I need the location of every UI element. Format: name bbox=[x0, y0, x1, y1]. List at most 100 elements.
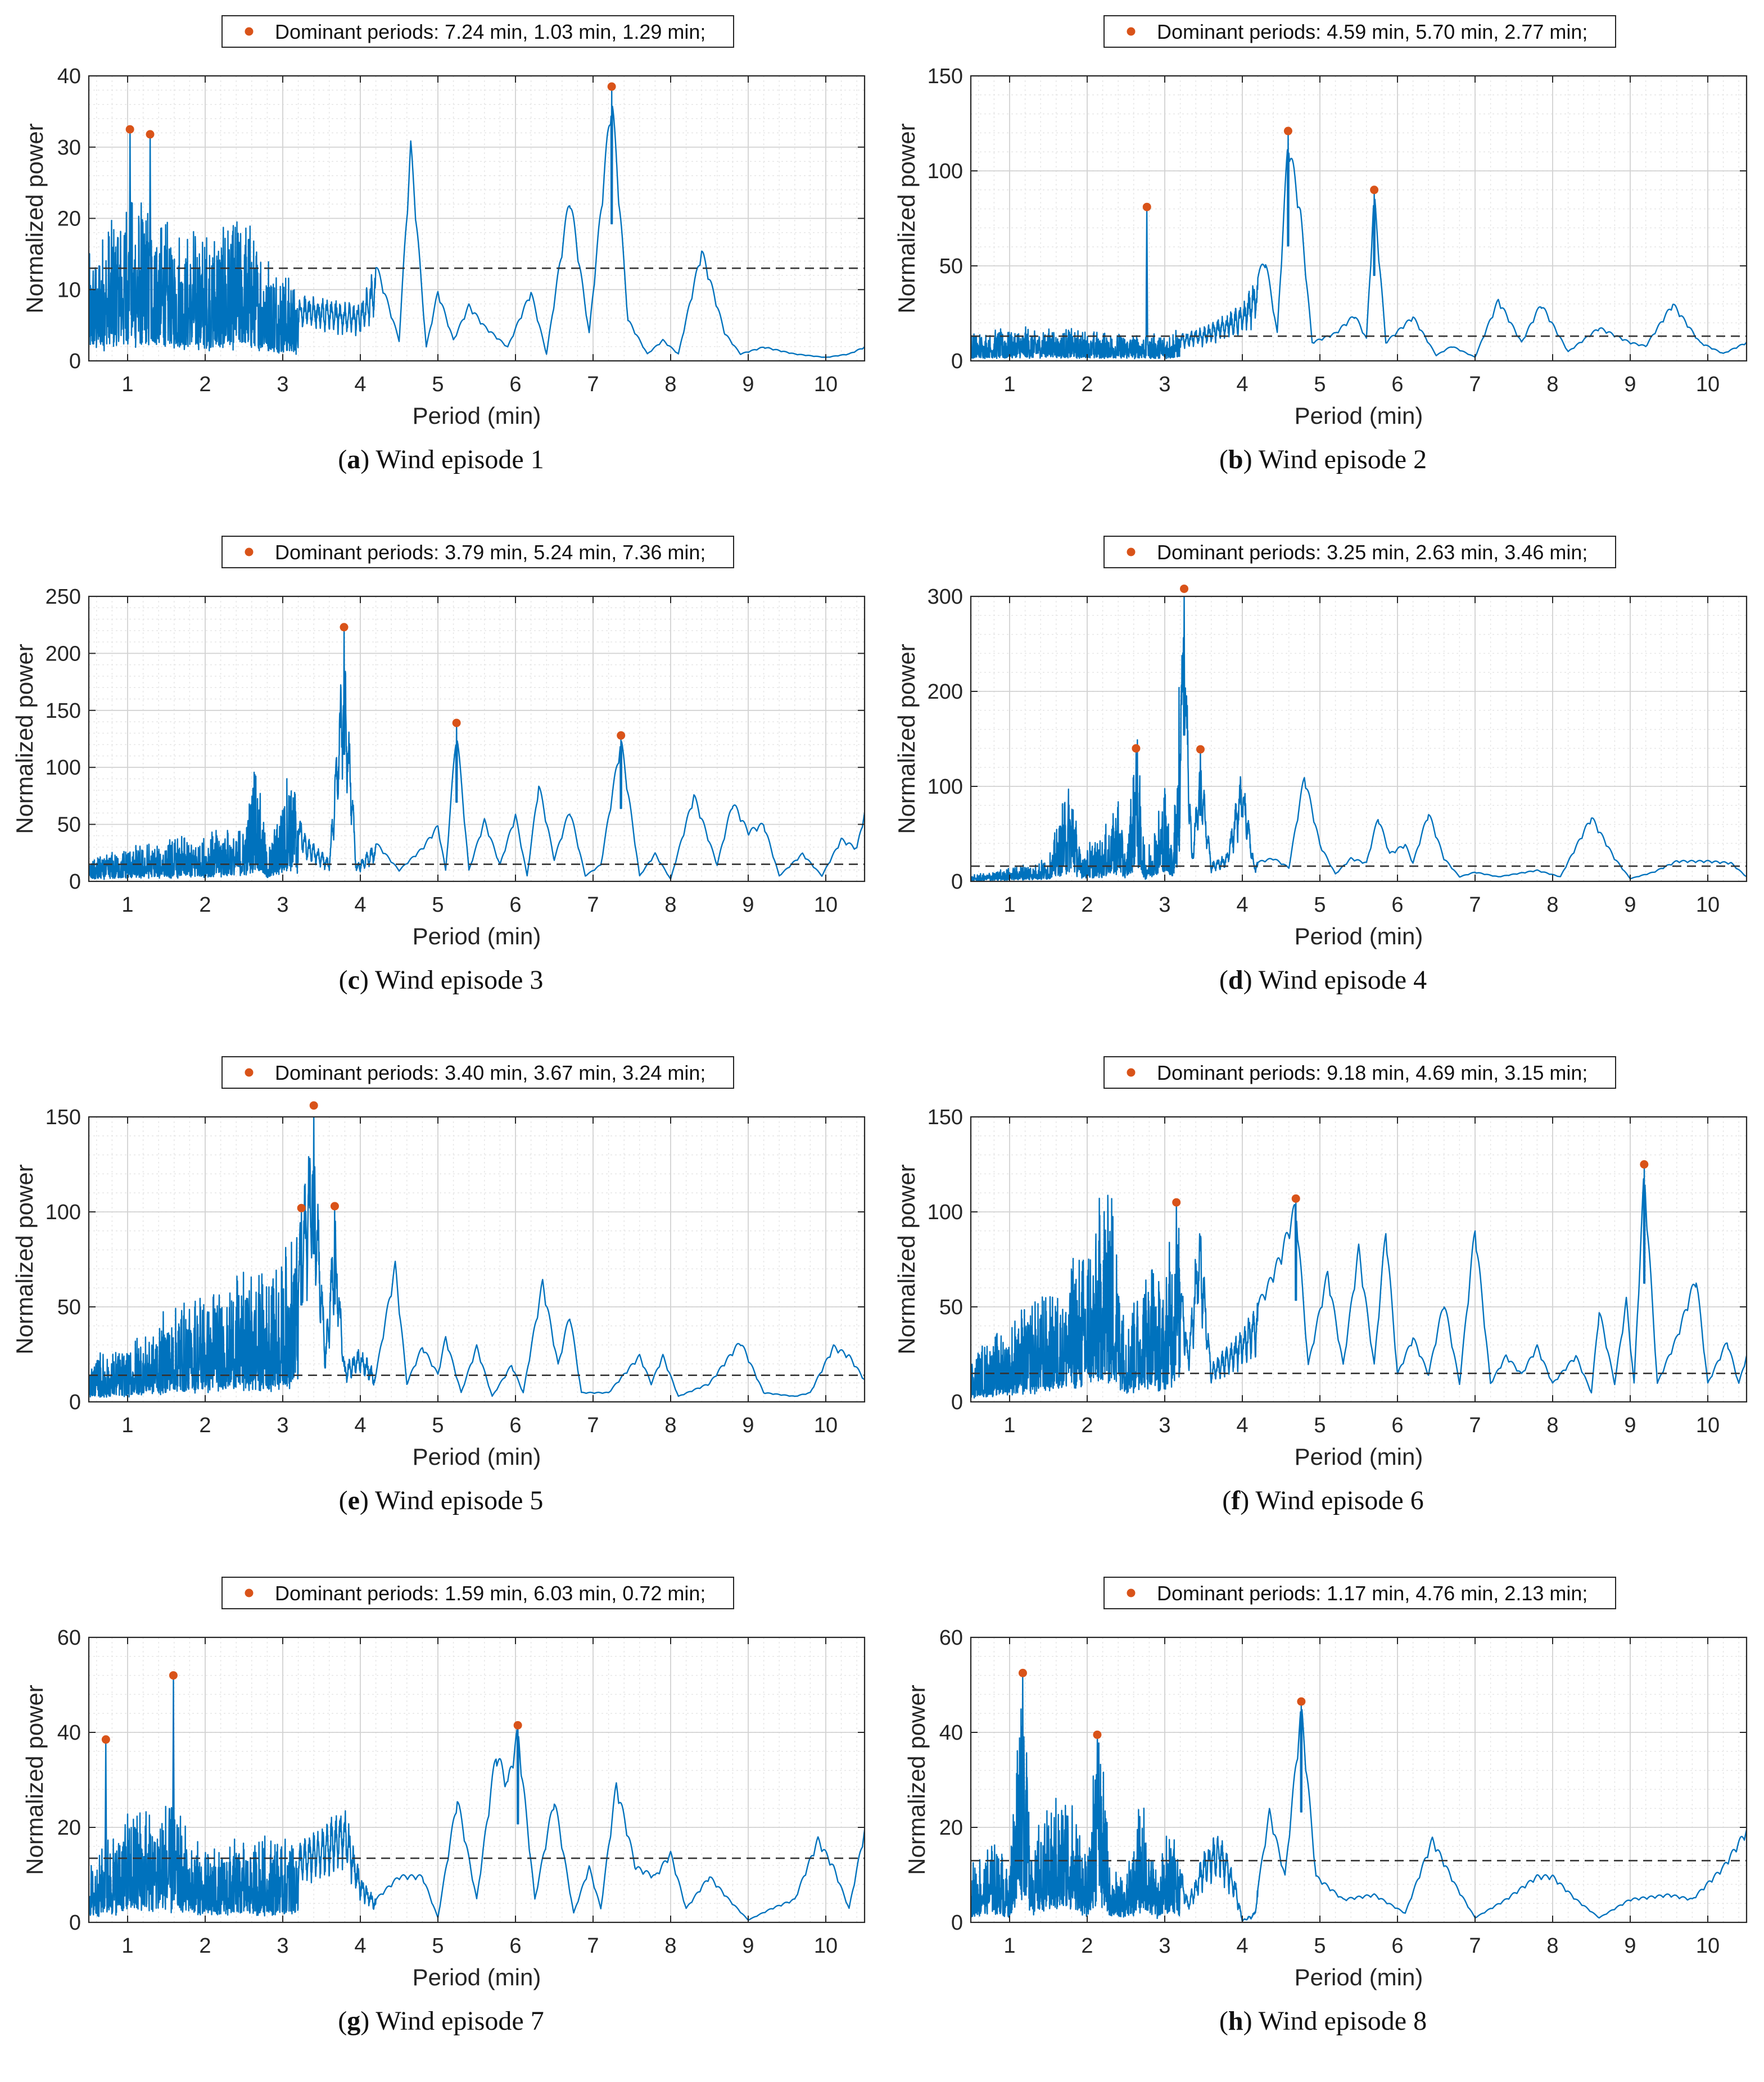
y-tick-label: 20 bbox=[939, 1816, 963, 1840]
y-tick-label: 0 bbox=[69, 350, 81, 373]
x-tick-label: 10 bbox=[814, 1414, 838, 1437]
x-tick-label: 6 bbox=[509, 1934, 521, 1958]
y-tick-label: 0 bbox=[69, 1911, 81, 1935]
periodogram-line bbox=[89, 626, 865, 880]
x-tick-label: 5 bbox=[1314, 893, 1326, 917]
dominant-peak-marker bbox=[1196, 745, 1205, 754]
x-tick-label: 3 bbox=[277, 1414, 288, 1437]
y-tick-label: 100 bbox=[928, 160, 963, 183]
y-tick-label: 150 bbox=[928, 65, 963, 88]
x-tick-label: 1 bbox=[1003, 373, 1015, 396]
x-tick-label: 6 bbox=[1391, 1414, 1403, 1437]
subfigure-caption-text: Wind episode 2 bbox=[1258, 445, 1427, 474]
y-axis-label: Normalized power bbox=[893, 1164, 920, 1354]
y-tick-label: 20 bbox=[57, 1816, 81, 1840]
x-tick-label: 8 bbox=[1546, 373, 1558, 396]
chart-svg-h: 1 2 3 4 5 6 7 8 9 10 0 20 40 60 Period (min) Normalized… bbox=[903, 1577, 1748, 1990]
y-tick-label: 100 bbox=[928, 1201, 963, 1224]
x-tick-label: 2 bbox=[199, 1934, 211, 1958]
dominant-peak-marker bbox=[297, 1203, 306, 1212]
dominant-peak-marker bbox=[330, 1202, 339, 1211]
legend-text: Dominant periods: 7.24 min, 1.03 min, 1.… bbox=[275, 20, 705, 43]
x-tick-label: 10 bbox=[814, 893, 838, 917]
x-tick-label: 1 bbox=[121, 1934, 133, 1958]
y-tick-label: 40 bbox=[939, 1721, 963, 1745]
x-tick-label: 5 bbox=[1314, 373, 1326, 396]
subfigure-caption-text: Wind episode 3 bbox=[375, 965, 544, 995]
x-tick-label: 7 bbox=[587, 1934, 599, 1958]
axes-frame bbox=[88, 1116, 866, 1403]
x-tick-label: 3 bbox=[1159, 1414, 1170, 1437]
periodogram-line bbox=[89, 85, 865, 358]
dominant-peak-marker bbox=[617, 731, 626, 740]
x-tick-label: 10 bbox=[1696, 893, 1720, 917]
subfigure-caption: (a) Wind episode 1 bbox=[338, 445, 544, 474]
subfigure-letter: c bbox=[347, 965, 360, 995]
subfigure-letter: d bbox=[1228, 965, 1243, 995]
x-tick-label: 9 bbox=[1624, 1414, 1636, 1437]
dominant-peak-marker bbox=[513, 1721, 522, 1730]
x-tick-label: 5 bbox=[432, 373, 444, 396]
x-tick-label: 6 bbox=[509, 893, 521, 917]
x-tick-label: 2 bbox=[1081, 1414, 1093, 1437]
legend-marker bbox=[245, 1068, 254, 1077]
x-tick-label: 2 bbox=[1081, 893, 1093, 917]
x-tick-label: 6 bbox=[509, 373, 521, 396]
y-tick-label: 100 bbox=[928, 775, 963, 799]
subfigure-caption-text: Wind episode 8 bbox=[1258, 2006, 1427, 2036]
dominant-peak-marker bbox=[1142, 202, 1151, 211]
legend-box bbox=[221, 536, 734, 568]
y-tick-label: 50 bbox=[57, 813, 81, 837]
x-tick-label: 1 bbox=[1003, 1934, 1015, 1958]
dominant-peak-marker bbox=[1370, 185, 1379, 194]
x-tick-label: 3 bbox=[1159, 373, 1170, 396]
x-axis-label: Period (min) bbox=[413, 1964, 541, 1990]
legend-text: Dominant periods: 3.79 min, 5.24 min, 7.… bbox=[275, 541, 705, 564]
dominant-peak-marker bbox=[1093, 1730, 1102, 1739]
chart-panel-h: 1 2 3 4 5 6 7 8 9 10 0 20 40 60 Period (min) Normalized… bbox=[882, 1562, 1764, 2082]
y-tick-label: 0 bbox=[951, 870, 963, 894]
dominant-peak-marker bbox=[1283, 126, 1292, 135]
dominant-peak-marker bbox=[1297, 1697, 1306, 1706]
x-axis-label: Period (min) bbox=[1295, 1443, 1423, 1470]
legend-marker bbox=[1127, 1588, 1136, 1597]
x-tick-label: 4 bbox=[354, 1934, 366, 1958]
dominant-peak-marker bbox=[452, 718, 461, 727]
y-tick-label: 60 bbox=[57, 1626, 81, 1650]
y-tick-label: 0 bbox=[69, 1391, 81, 1414]
dominant-peak-marker bbox=[1172, 1198, 1181, 1207]
chart-panel-f: 1 2 3 4 5 6 7 8 9 10 0 50 100 150 Period (min) Normaliz… bbox=[882, 1041, 1764, 1562]
x-tick-label: 4 bbox=[354, 1414, 366, 1437]
y-axis-label: Normalized power bbox=[21, 1685, 48, 1875]
y-axis-label: Normalized power bbox=[893, 644, 920, 834]
x-tick-label: 8 bbox=[1546, 1934, 1558, 1958]
axes-frame bbox=[970, 75, 1748, 362]
legend-marker bbox=[1127, 547, 1136, 556]
chart-svg-a: 1 2 3 4 5 6 7 8 9 10 0 10 20 30 40 Period (min) Normaliz… bbox=[21, 15, 866, 429]
x-axis-label: Period (min) bbox=[1295, 923, 1423, 949]
x-tick-label: 10 bbox=[1696, 1934, 1720, 1958]
y-tick-label: 10 bbox=[57, 278, 81, 302]
x-axis-label: Period (min) bbox=[413, 402, 541, 429]
subfigure-caption: (f) Wind episode 6 bbox=[1222, 1486, 1424, 1515]
x-tick-label: 7 bbox=[1469, 893, 1481, 917]
axes-frame bbox=[88, 595, 866, 882]
y-tick-label: 40 bbox=[57, 1721, 81, 1745]
x-tick-label: 1 bbox=[1003, 893, 1015, 917]
dominant-peak-marker bbox=[1640, 1160, 1649, 1169]
subfigure-caption-text: Wind episode 5 bbox=[375, 1486, 544, 1515]
dominant-peak-marker bbox=[125, 125, 134, 134]
x-tick-label: 10 bbox=[1696, 373, 1720, 396]
subfigure-caption-text: Wind episode 4 bbox=[1258, 965, 1427, 995]
subfigure-caption-text: Wind episode 6 bbox=[1255, 1486, 1424, 1515]
legend-box bbox=[1103, 15, 1616, 48]
legend-marker bbox=[1127, 1068, 1136, 1077]
x-axis-label: Period (min) bbox=[1295, 1964, 1423, 1990]
x-tick-label: 7 bbox=[587, 373, 599, 396]
periodogram-line bbox=[89, 1117, 865, 1398]
x-tick-label: 5 bbox=[1314, 1934, 1326, 1958]
subfigure-caption-text: Wind episode 7 bbox=[376, 2006, 544, 2036]
